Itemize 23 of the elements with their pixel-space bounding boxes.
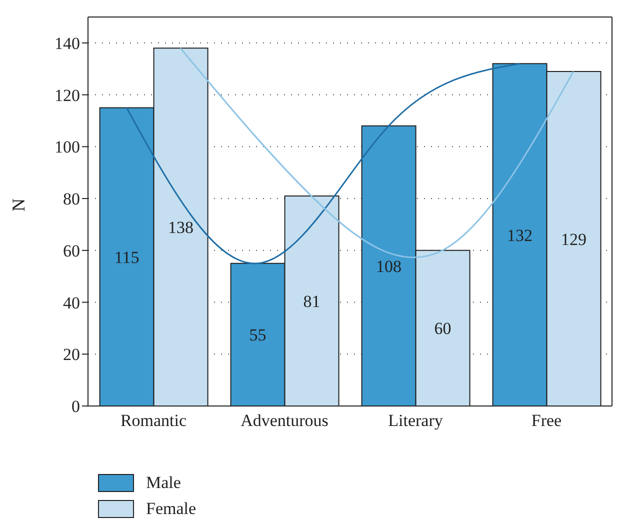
data-label: 132 bbox=[507, 226, 533, 245]
x-tick-label: Free bbox=[531, 411, 562, 430]
x-tick-label: Literary bbox=[388, 411, 444, 430]
data-label: 115 bbox=[114, 248, 140, 267]
y-axis-title: N bbox=[8, 198, 28, 212]
y-tick-label: 120 bbox=[54, 86, 80, 105]
data-label: 138 bbox=[168, 218, 194, 238]
x-tick-label: Romantic bbox=[120, 411, 187, 430]
data-label: 129 bbox=[561, 230, 587, 249]
y-tick-label: 140 bbox=[54, 34, 80, 53]
legend-label: Female bbox=[146, 499, 196, 519]
data-label: 60 bbox=[434, 319, 452, 338]
y-tick-label: 60 bbox=[63, 241, 80, 260]
y-tick-label: 0 bbox=[72, 397, 80, 416]
y-tick-label: 100 bbox=[54, 138, 80, 157]
y-tick-label: 40 bbox=[63, 293, 80, 312]
x-tick-label: Adventurous bbox=[240, 411, 328, 430]
data-label: 108 bbox=[376, 256, 402, 276]
y-tick-label: 80 bbox=[63, 190, 80, 209]
y-tick-label: 20 bbox=[63, 345, 80, 364]
legend-label: Male bbox=[146, 473, 181, 493]
data-label: 55 bbox=[249, 326, 266, 345]
data-label: 81 bbox=[303, 292, 320, 312]
